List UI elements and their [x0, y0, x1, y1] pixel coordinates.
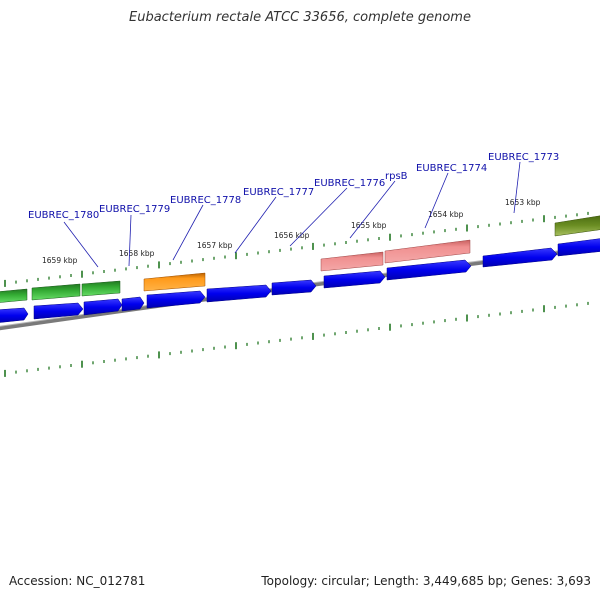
leader-line	[349, 180, 396, 239]
leader-line	[289, 187, 348, 247]
leader-line	[128, 214, 132, 267]
gene-label-eubrec-1778[interactable]: EUBREC_1778	[170, 195, 241, 206]
orange-feature[interactable]	[143, 272, 206, 292]
cds-arrow[interactable]	[146, 290, 206, 309]
accession-text: Accession: NC_012781	[9, 574, 146, 588]
gene-label-eubrec-1780[interactable]: EUBREC_1780	[28, 210, 99, 221]
pink-feature[interactable]	[384, 239, 471, 264]
cds-arrow[interactable]	[482, 247, 558, 268]
topology-text: Topology: circular; Length: 3,449,685 bp…	[261, 574, 591, 588]
gene-label-eubrec-1776[interactable]: EUBREC_1776	[314, 178, 385, 189]
green-feature[interactable]	[31, 283, 81, 301]
cds-arrow[interactable]	[386, 259, 472, 281]
leader-line	[234, 196, 277, 254]
leader-line	[513, 161, 521, 214]
kbp-labels: 1659 kbp 1658 kbp 1657 kbp 1656 kbp 1655…	[42, 198, 541, 265]
cds-arrow[interactable]	[323, 270, 386, 289]
inner-tick-ring	[4, 301, 589, 377]
gene-label-eubrec-1774[interactable]: EUBREC_1774	[416, 163, 487, 174]
cds-arrow[interactable]	[33, 302, 84, 320]
kbp-label-1659: 1659 kbp	[42, 256, 78, 265]
outer-tick-ring	[4, 211, 589, 287]
gene-labels: EUBREC_1780 EUBREC_1779 EUBREC_1778 EUBR…	[28, 152, 559, 221]
cds-arrow[interactable]	[271, 279, 317, 296]
kbp-label-1658: 1658 kbp	[119, 249, 155, 258]
cds-arrow[interactable]	[83, 298, 123, 316]
kbp-label-1653: 1653 kbp	[505, 198, 541, 207]
leader-line	[172, 204, 204, 261]
leader-line	[424, 172, 449, 229]
cds-arrow[interactable]	[0, 307, 29, 323]
pink-feature[interactable]	[320, 251, 384, 272]
kbp-label-1657: 1657 kbp	[197, 241, 233, 250]
leader-line	[63, 221, 99, 268]
green-feature[interactable]	[81, 280, 121, 297]
olive-feature[interactable]	[554, 215, 600, 237]
green-feature[interactable]	[0, 288, 28, 303]
gene-label-rpsb[interactable]: rpsB	[385, 171, 408, 182]
cds-arrow[interactable]	[206, 284, 272, 303]
kbp-label-1655: 1655 kbp	[351, 221, 387, 230]
gene-label-leaders	[63, 161, 521, 268]
cds-arrow[interactable]	[121, 296, 145, 312]
cds-track-lower	[0, 238, 600, 323]
feature-track-upper	[0, 215, 600, 303]
kbp-label-1654: 1654 kbp	[428, 210, 464, 219]
gene-label-eubrec-1773[interactable]: EUBREC_1773	[488, 152, 559, 163]
cds-arrow[interactable]	[557, 238, 600, 257]
gene-label-eubrec-1779[interactable]: EUBREC_1779	[99, 204, 170, 215]
kbp-label-1656: 1656 kbp	[274, 231, 310, 240]
map-title: Eubacterium rectale ATCC 33656, complete…	[129, 10, 471, 25]
gene-label-eubrec-1777[interactable]: EUBREC_1777	[243, 187, 314, 198]
